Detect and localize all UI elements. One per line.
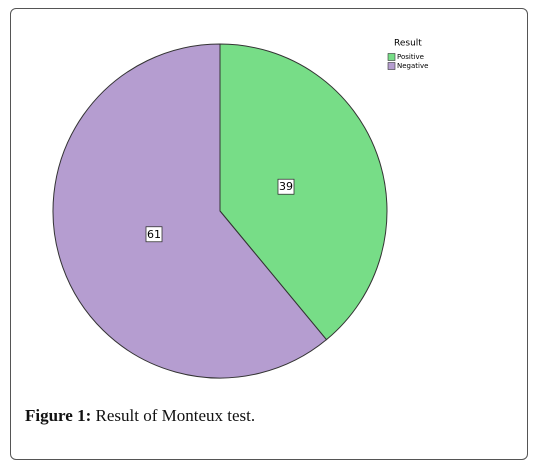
legend-label: Negative bbox=[397, 62, 428, 70]
legend-label: Positive bbox=[397, 53, 424, 61]
pie-slice bbox=[52, 43, 328, 379]
value-label: 61 bbox=[147, 228, 161, 241]
pie-slice bbox=[219, 43, 388, 341]
figure-frame bbox=[10, 8, 528, 460]
legend-title: Result bbox=[394, 39, 422, 49]
legend-swatch bbox=[387, 53, 396, 61]
value-label-box bbox=[145, 226, 163, 243]
value-label: 39 bbox=[279, 180, 293, 193]
value-label-box bbox=[277, 178, 295, 195]
caption-text: Result of Monteux test. bbox=[95, 406, 256, 425]
caption-label: Figure 1: bbox=[25, 406, 92, 425]
legend-swatch bbox=[387, 62, 396, 70]
caption: Figure 1: Result of Monteux test. bbox=[25, 406, 255, 426]
